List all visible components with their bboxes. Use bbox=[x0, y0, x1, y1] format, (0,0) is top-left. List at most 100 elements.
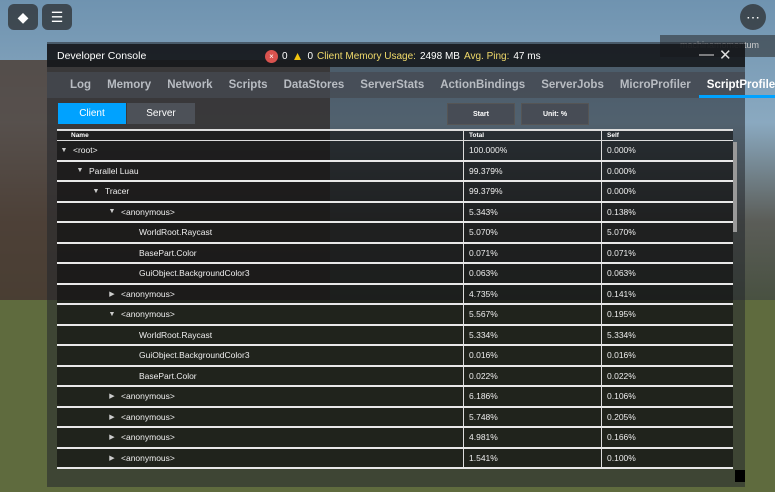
table-row[interactable]: GuiObject.BackgroundColor3 0.063% 0.063% bbox=[57, 264, 733, 285]
expand-arrow-down-icon[interactable]: ▼ bbox=[92, 187, 100, 195]
name-cell: ▶ <anonymous> bbox=[57, 285, 463, 304]
table-row[interactable]: ▼ Parallel Luau 99.379% 0.000% bbox=[57, 161, 733, 182]
roblox-menu-button[interactable]: ◆ bbox=[8, 4, 38, 30]
expand-arrow-right-icon[interactable]: ▶ bbox=[109, 413, 115, 421]
name-cell: GuiObject.BackgroundColor3 bbox=[57, 264, 463, 283]
total-cell: 0.071% bbox=[463, 243, 601, 262]
tab-memory[interactable]: Memory bbox=[107, 79, 152, 91]
name-cell: ▶ <anonymous> bbox=[57, 387, 463, 406]
self-cell: 0.166% bbox=[601, 428, 733, 447]
total-cell: 5.334% bbox=[463, 325, 601, 344]
self-cell: 0.000% bbox=[601, 141, 733, 160]
tab-network[interactable]: Network bbox=[167, 79, 213, 91]
table-row[interactable]: ▶ <anonymous> 1.541% 0.100% bbox=[57, 448, 733, 469]
stats-bar: × 0 ▲ 0 Client Memory Usage: 2498 MB Avg… bbox=[265, 49, 541, 63]
total-cell: 0.022% bbox=[463, 366, 601, 385]
table-row[interactable]: ▶ <anonymous> 4.981% 0.166% bbox=[57, 428, 733, 449]
table-row[interactable]: WorldRoot.Raycast 5.334% 5.334% bbox=[57, 325, 733, 346]
total-cell: 5.343% bbox=[463, 202, 601, 221]
function-name: BasePart.Color bbox=[139, 370, 197, 381]
header-name[interactable]: Name bbox=[71, 132, 89, 139]
self-cell: 0.022% bbox=[601, 366, 733, 385]
server-toggle[interactable]: Server bbox=[127, 103, 195, 124]
expand-arrow-down-icon[interactable]: ▼ bbox=[108, 310, 116, 318]
ping-value: 47 ms bbox=[513, 50, 541, 62]
expand-arrow-right-icon[interactable]: ▶ bbox=[109, 290, 115, 298]
self-cell: 0.205% bbox=[601, 407, 733, 426]
ping-label: Avg. Ping: bbox=[463, 50, 510, 62]
function-name: <anonymous> bbox=[121, 391, 175, 402]
error-count: 0 bbox=[282, 50, 288, 62]
client-toggle[interactable]: Client bbox=[58, 103, 126, 124]
total-cell: 99.379% bbox=[463, 182, 601, 201]
tab-serverjobs[interactable]: ServerJobs bbox=[541, 79, 604, 91]
function-name: Parallel Luau bbox=[89, 165, 139, 176]
name-cell: BasePart.Color bbox=[57, 244, 463, 263]
table-row[interactable]: BasePart.Color 0.022% 0.022% bbox=[57, 366, 733, 387]
total-cell: 0.063% bbox=[463, 264, 601, 283]
tab-log[interactable]: Log bbox=[70, 79, 92, 91]
more-button[interactable]: ⋯ bbox=[740, 4, 766, 30]
memory-value: 2498 MB bbox=[419, 50, 460, 62]
table-row[interactable]: BasePart.Color 0.071% 0.071% bbox=[57, 243, 733, 264]
total-cell: 0.016% bbox=[463, 346, 601, 365]
memory-label: Client Memory Usage: bbox=[317, 50, 416, 62]
table-row[interactable]: ▼ <root> 100.000% 0.000% bbox=[57, 141, 733, 162]
header-total[interactable]: Total bbox=[463, 131, 601, 140]
function-name: <anonymous> bbox=[121, 432, 175, 443]
self-cell: 5.070% bbox=[601, 223, 733, 242]
unit-button[interactable]: Unit: % bbox=[521, 103, 589, 125]
roblox-logo-icon: ◆ bbox=[17, 8, 29, 25]
scrollbar[interactable] bbox=[733, 142, 737, 232]
resize-handle[interactable] bbox=[735, 470, 745, 482]
table-row[interactable]: ▼ <anonymous> 5.567% 0.195% bbox=[57, 305, 733, 326]
function-name: Tracer bbox=[105, 186, 130, 197]
expand-arrow-down-icon[interactable]: ▼ bbox=[76, 167, 84, 175]
tab-scriptprofiler[interactable]: ScriptProfiler bbox=[698, 72, 775, 98]
self-cell: 0.100% bbox=[601, 448, 733, 467]
table-row[interactable]: WorldRoot.Raycast 5.070% 5.070% bbox=[57, 223, 733, 244]
name-cell: ▼ <root> bbox=[57, 141, 463, 160]
chat-button[interactable]: ☰ bbox=[42, 4, 72, 30]
function-name: <anonymous> bbox=[121, 411, 175, 422]
tab-serverstats[interactable]: ServerStats bbox=[360, 79, 425, 91]
table-row[interactable]: ▶ <anonymous> 6.186% 0.106% bbox=[57, 387, 733, 408]
minimize-button[interactable]: — bbox=[699, 46, 714, 63]
tab-bar: Log Memory Network Scripts DataStores ServerS… bbox=[47, 72, 775, 98]
self-cell: 0.106% bbox=[601, 387, 733, 406]
function-name: GuiObject.BackgroundColor3 bbox=[139, 350, 250, 361]
name-cell: WorldRoot.Raycast bbox=[57, 326, 463, 345]
expand-arrow-right-icon[interactable]: ▶ bbox=[109, 393, 115, 401]
table-row[interactable]: ▶ <anonymous> 4.735% 0.141% bbox=[57, 284, 733, 305]
developer-console: Developer Console × 0 ▲ 0 Client Memory … bbox=[47, 42, 775, 487]
name-cell: ▼ Parallel Luau bbox=[57, 162, 463, 181]
function-name: WorldRoot.Raycast bbox=[139, 227, 213, 238]
function-name: <anonymous> bbox=[121, 206, 175, 217]
expand-arrow-down-icon[interactable]: ▼ bbox=[60, 146, 68, 154]
name-cell: GuiObject.BackgroundColor3 bbox=[57, 346, 463, 365]
function-name: <anonymous> bbox=[121, 288, 175, 299]
table-row[interactable]: ▶ <anonymous> 5.748% 0.205% bbox=[57, 407, 733, 428]
header-self[interactable]: Self bbox=[601, 131, 733, 140]
expand-arrow-right-icon[interactable]: ▶ bbox=[109, 454, 115, 462]
self-cell: 0.000% bbox=[601, 182, 733, 201]
expand-arrow-down-icon[interactable]: ▼ bbox=[108, 208, 116, 216]
table-row[interactable]: GuiObject.BackgroundColor3 0.016% 0.016% bbox=[57, 346, 733, 367]
function-name: <anonymous> bbox=[121, 452, 175, 463]
warning-count: 0 bbox=[307, 50, 314, 62]
profiler-table: Name Total Self ▼ <root> 100.000% 0.000% ▼… bbox=[57, 129, 733, 469]
close-button[interactable]: ✕ bbox=[719, 47, 732, 64]
self-cell: 0.016% bbox=[601, 346, 733, 365]
table-row[interactable]: ▼ <anonymous> 5.343% 0.138% bbox=[57, 202, 733, 223]
total-cell: 100.000% bbox=[463, 141, 601, 160]
start-button[interactable]: Start bbox=[447, 103, 515, 125]
total-cell: 6.186% bbox=[463, 387, 601, 406]
tab-datastores[interactable]: DataStores bbox=[283, 79, 345, 91]
expand-arrow-right-icon[interactable]: ▶ bbox=[109, 434, 115, 442]
table-row[interactable]: ▼ Tracer 99.379% 0.000% bbox=[57, 182, 733, 203]
tab-microprofiler[interactable]: MicroProfiler bbox=[619, 79, 691, 91]
tab-scripts[interactable]: Scripts bbox=[228, 79, 268, 91]
total-cell: 5.567% bbox=[463, 305, 601, 324]
tab-actionbindings[interactable]: ActionBindings bbox=[440, 79, 526, 91]
self-cell: 5.334% bbox=[601, 325, 733, 344]
